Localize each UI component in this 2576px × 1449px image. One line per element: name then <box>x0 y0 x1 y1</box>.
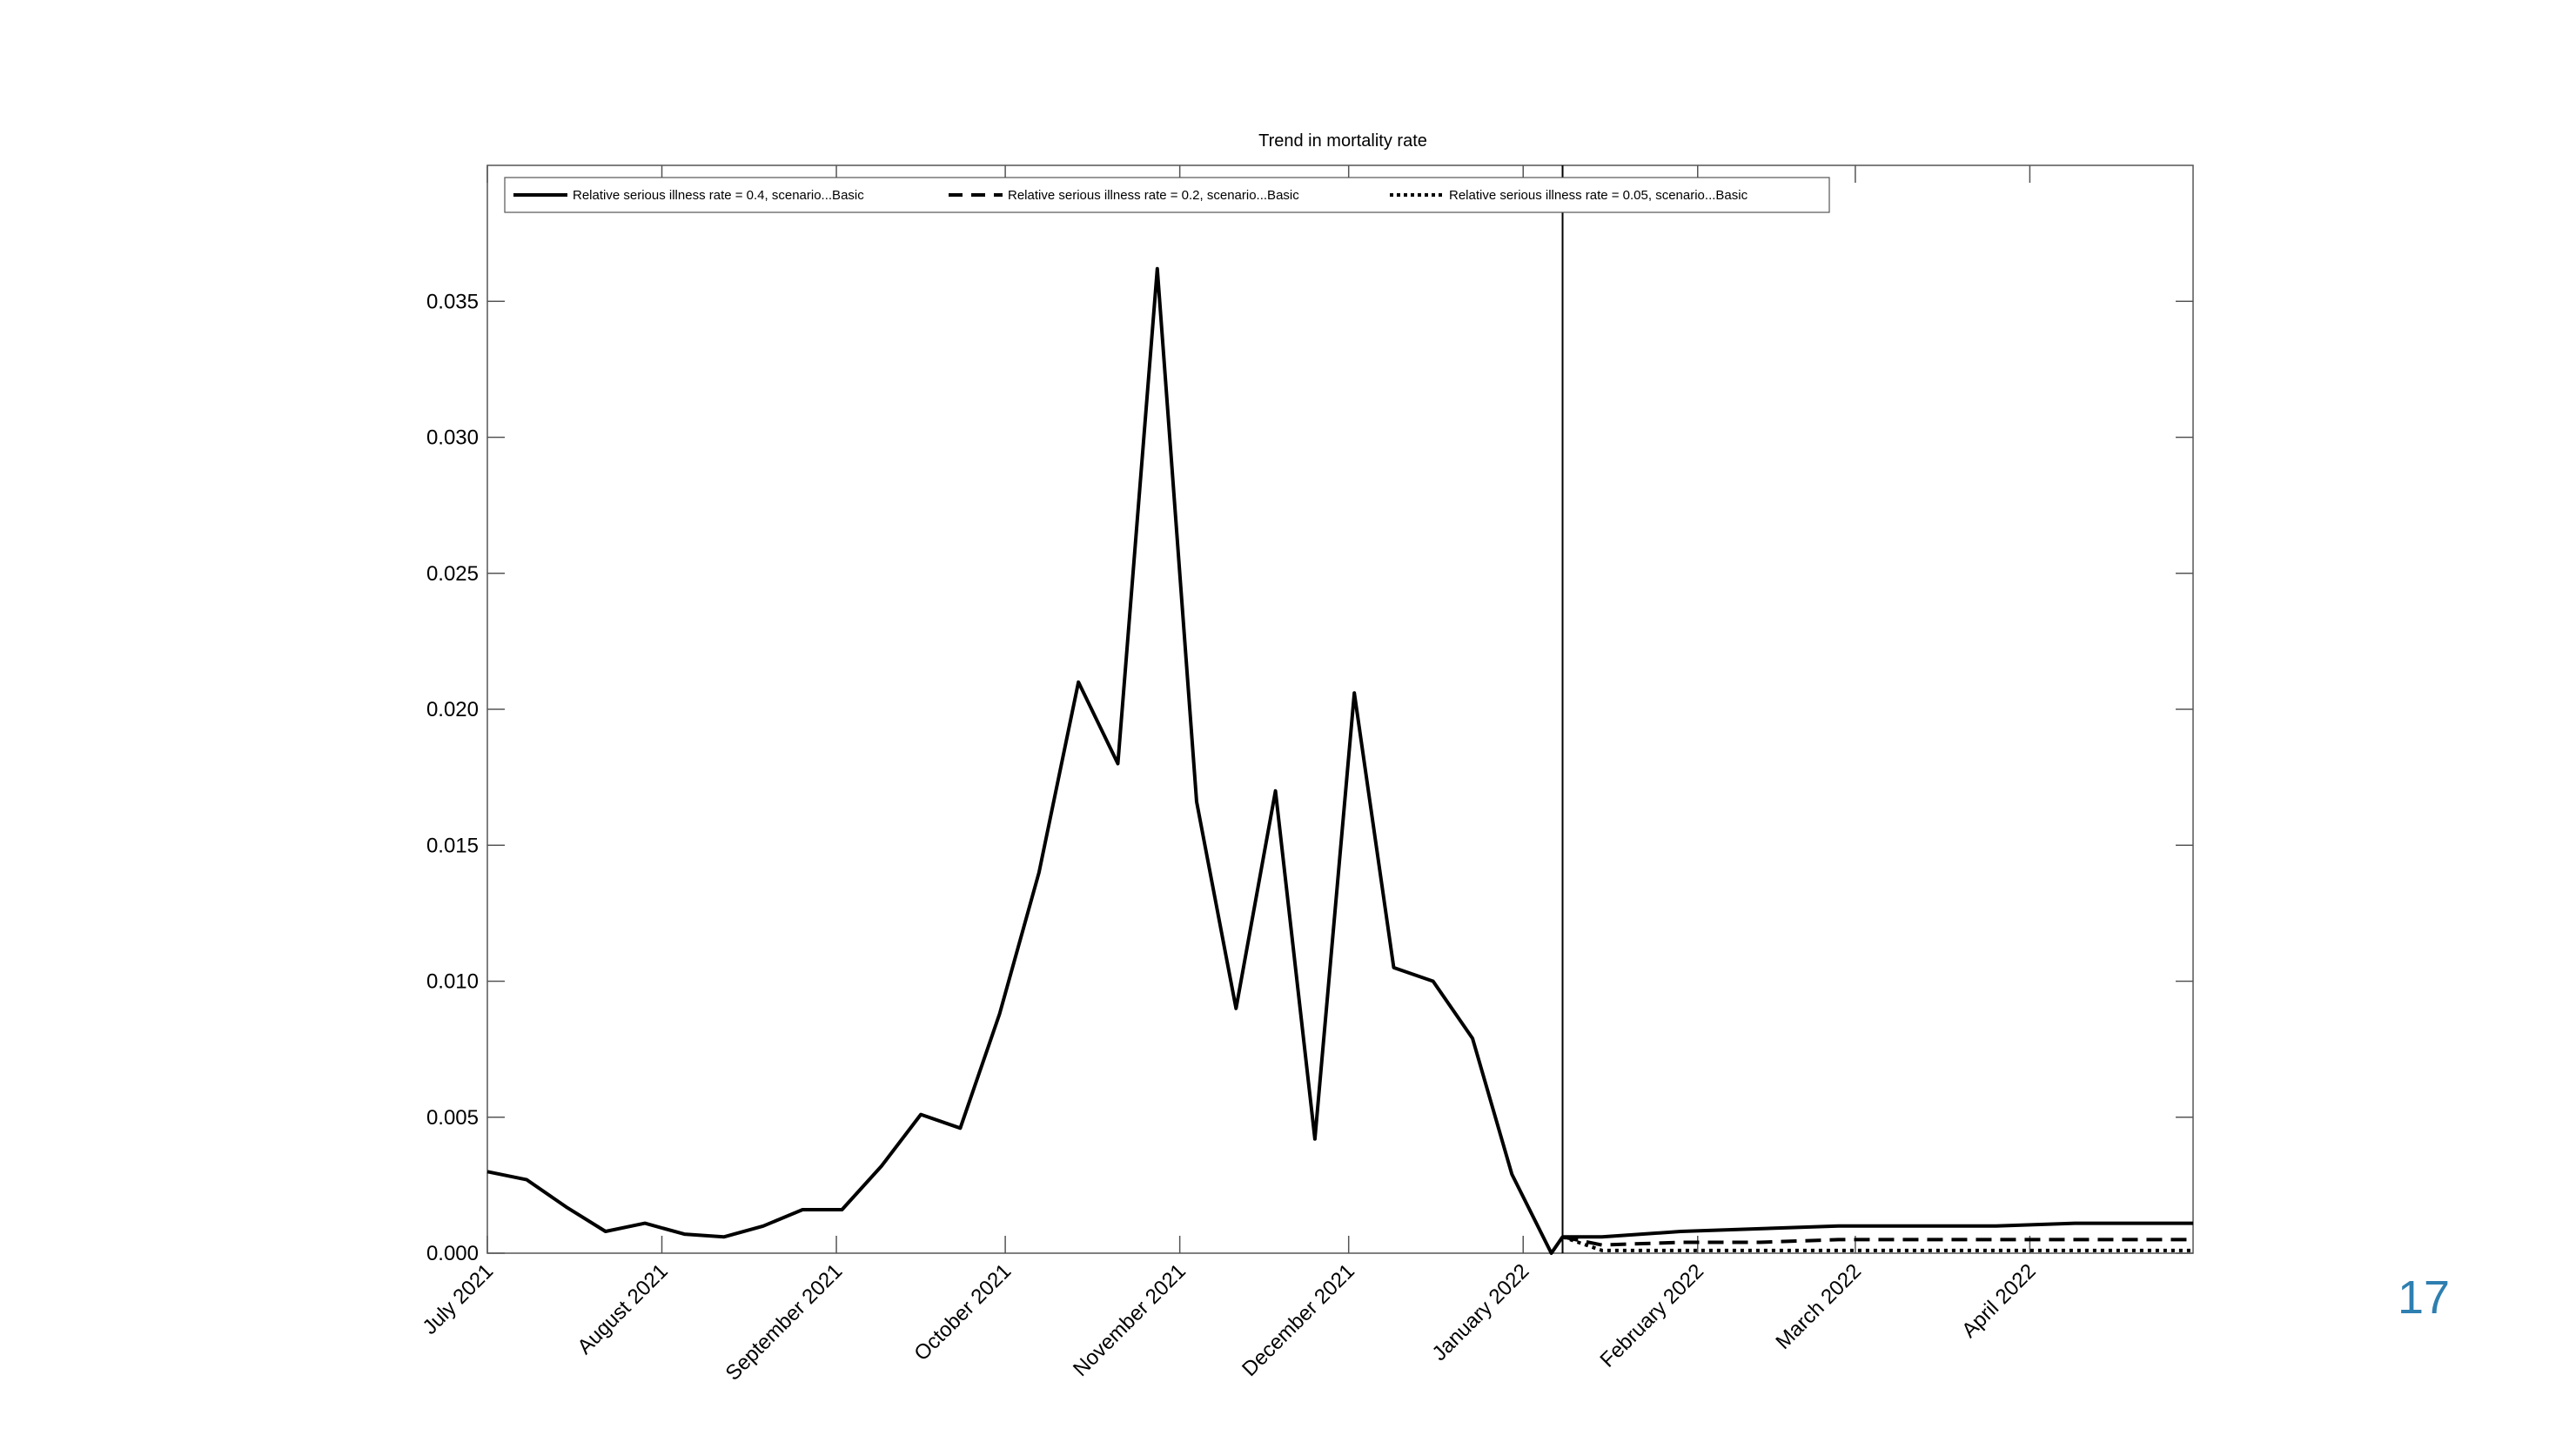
y-tick-label: 0.025 <box>426 562 479 586</box>
y-tick-label: 0.005 <box>426 1106 479 1130</box>
x-tick-label: April 2022 <box>1957 1259 2041 1343</box>
x-tick-label: February 2022 <box>1596 1259 1708 1372</box>
y-tick-label: 0.010 <box>426 970 479 994</box>
x-tick-label: March 2022 <box>1771 1259 1866 1354</box>
x-axis: July 2021 August 2021 September 2021 Octobe… <box>418 165 2041 1385</box>
y-tick-label: 0.020 <box>426 698 479 721</box>
legend-label: Relative serious illness rate = 0.05, sc… <box>1449 188 1748 203</box>
y-tick-label: 0.015 <box>426 834 479 857</box>
y-tick-label: 0.035 <box>426 290 479 313</box>
x-tick-label: July 2021 <box>418 1259 498 1339</box>
y-axis: 0.000 0.005 0.010 0.015 0.020 0.025 0.030 0.035 <box>426 290 2193 1265</box>
page-number: 17 <box>2398 1271 2451 1324</box>
legend-label: Relative serious illness rate = 0.2, sce… <box>1008 188 1299 203</box>
x-tick-label: November 2021 <box>1069 1259 1191 1381</box>
series-line-solid <box>486 266 2193 1255</box>
series-line-dotted <box>1561 1235 2193 1252</box>
chart-title: Trend in mortality rate <box>1258 131 1427 151</box>
legend-label: Relative serious illness rate = 0.4, sce… <box>573 188 864 203</box>
y-tick-label: 0.030 <box>426 426 479 450</box>
x-tick-label: October 2021 <box>909 1259 1016 1365</box>
x-tick-label: December 2021 <box>1238 1259 1359 1381</box>
x-tick-label: January 2022 <box>1428 1259 1534 1365</box>
legend-box <box>504 177 1830 213</box>
legend: Relative serious illness rate = 0.4, sce… <box>504 177 1830 213</box>
x-tick-label: August 2021 <box>573 1259 672 1358</box>
y-tick-label: 0.000 <box>426 1242 479 1265</box>
series-line-dashed <box>1562 1235 2193 1247</box>
x-tick-label: September 2021 <box>721 1259 848 1385</box>
series-layer <box>486 266 2193 1255</box>
plot-frame <box>486 164 2194 1254</box>
